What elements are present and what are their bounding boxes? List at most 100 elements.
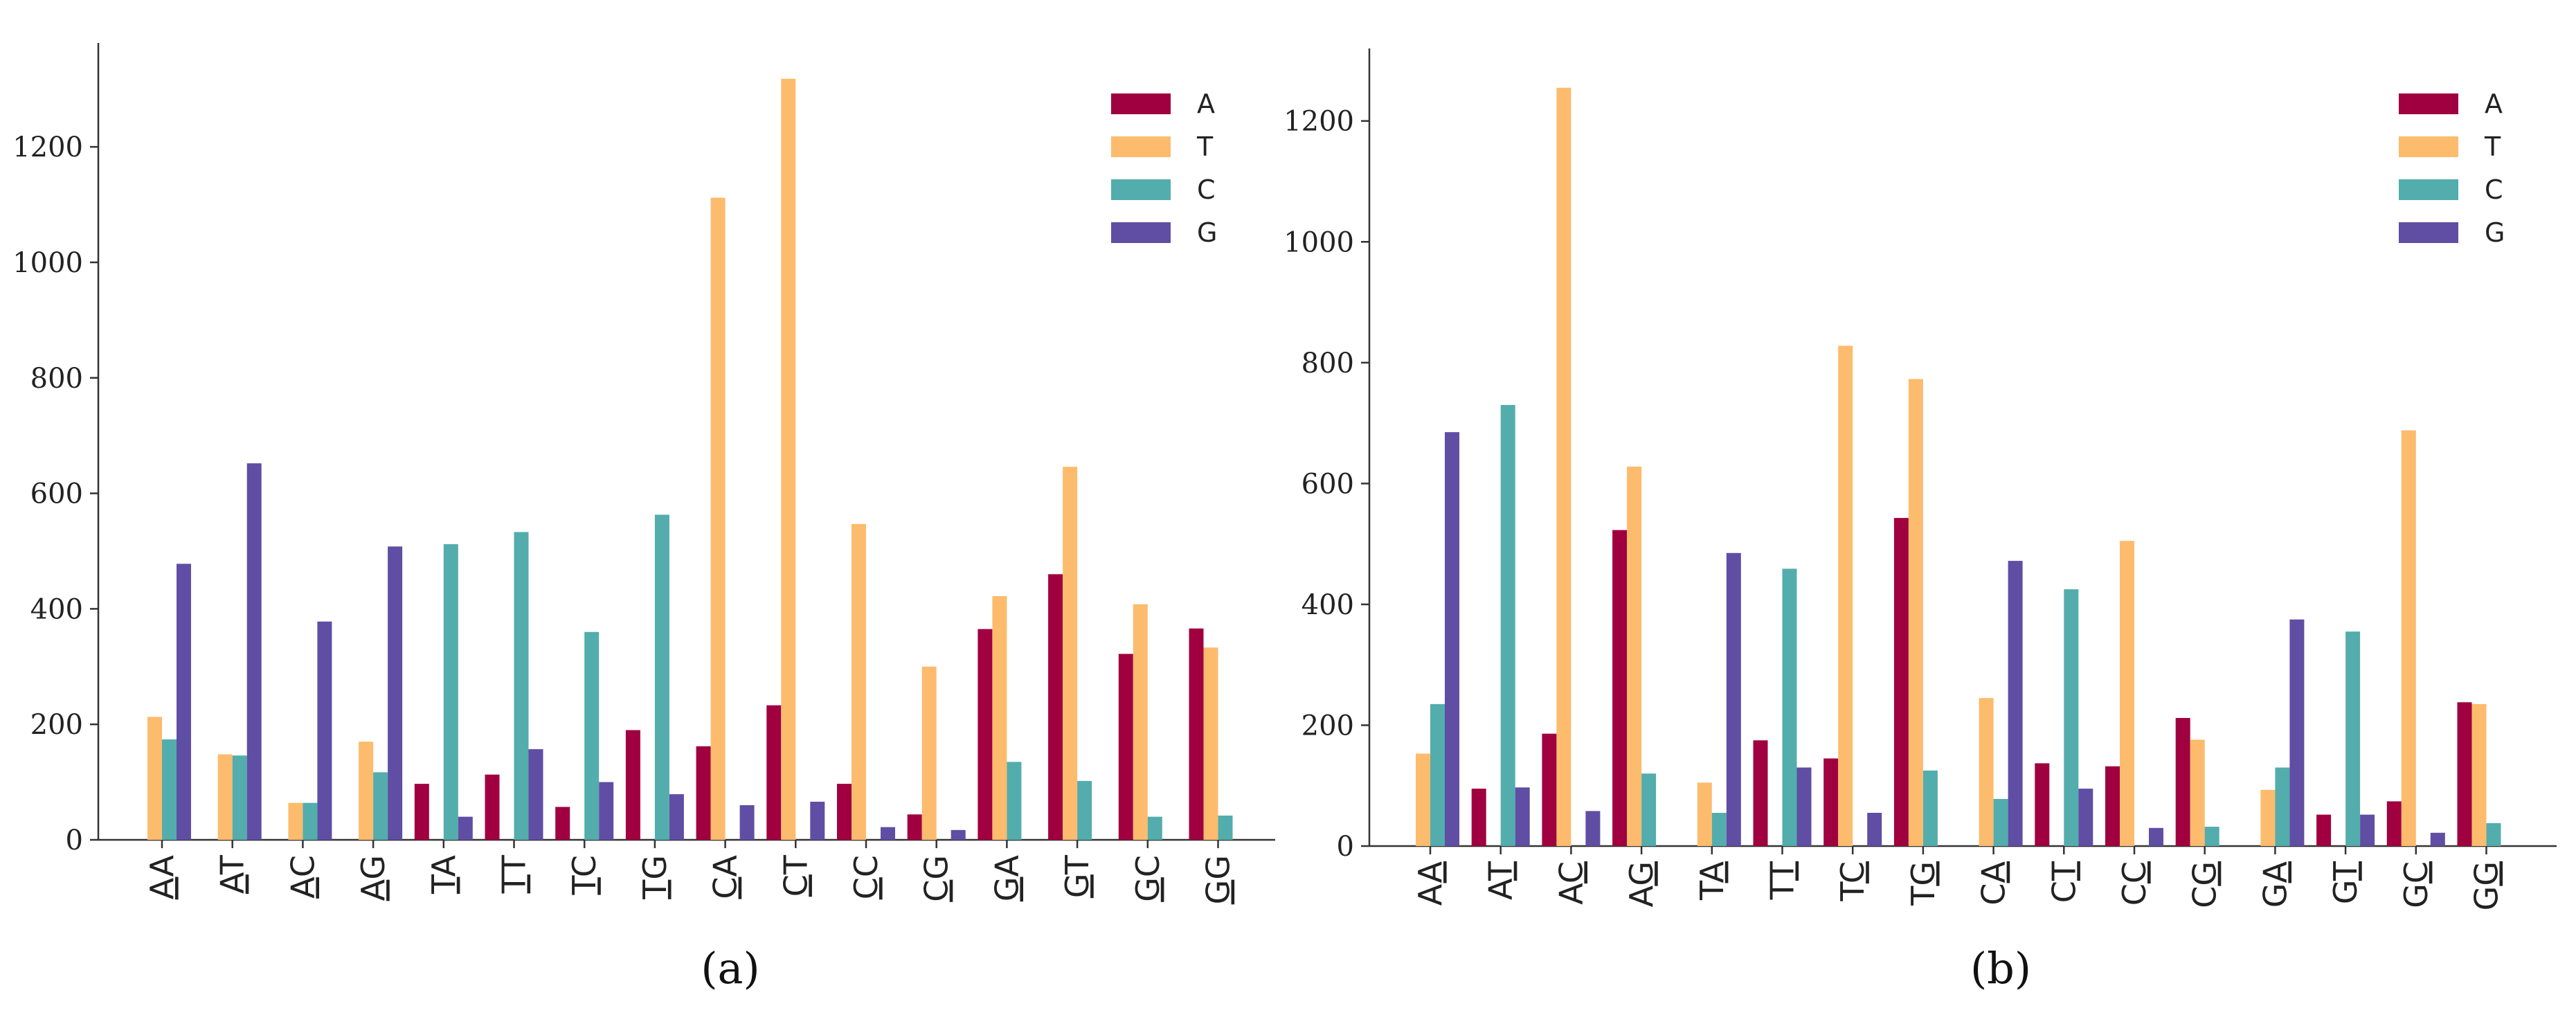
- x-tick-label-group: CC: [847, 855, 885, 899]
- bar-ac-t: [288, 802, 303, 840]
- bar-ga-t: [2260, 789, 2276, 846]
- x-tick-label-group: TC: [566, 855, 603, 896]
- y-tick-label: 0: [66, 825, 83, 856]
- x-tick-label-group: GA: [2256, 861, 2294, 908]
- y-tick-label: 400: [30, 593, 83, 625]
- legend-label-c: C: [2485, 174, 2503, 205]
- bar-ac-a: [1542, 733, 1557, 846]
- y-tick-label: 1000: [12, 247, 83, 279]
- bar-ct-a: [2035, 763, 2050, 846]
- bar-tg-a: [625, 730, 640, 840]
- x-tick-label-group: AA: [143, 854, 181, 899]
- bar-at-c: [232, 755, 247, 840]
- bar-at-g: [246, 463, 262, 840]
- bar-gt-c: [2345, 631, 2361, 846]
- bar-tt-c: [514, 532, 529, 840]
- x-tick-label-group: GC: [2397, 861, 2435, 908]
- bar-aa-g: [177, 564, 191, 840]
- y-tick-label: 600: [30, 478, 83, 510]
- bar-cg-c: [2204, 827, 2219, 846]
- x-tick-label: GA: [2256, 861, 2294, 908]
- x-tick-label: AT: [214, 854, 251, 894]
- bar-ga-g: [2289, 619, 2305, 846]
- bar-ag-g: [388, 546, 403, 840]
- bar-cg-a: [907, 814, 922, 840]
- bar-aa-t: [147, 717, 162, 840]
- legend-swatch-t: [2399, 136, 2458, 157]
- y-tick-label: 200: [1301, 710, 1354, 742]
- subfigure-caption: (a): [701, 943, 759, 994]
- x-tick-label-group: AT: [214, 854, 251, 894]
- x-tick-label: GG: [1200, 855, 1237, 904]
- legend-label-c: C: [1197, 174, 1216, 205]
- x-tick-label: GC: [1129, 855, 1167, 902]
- bar-cc-a: [837, 784, 852, 840]
- bar-cc-g: [2149, 827, 2163, 846]
- x-tick-label-group: TT: [1764, 861, 1801, 900]
- bar-aa-t: [1416, 753, 1430, 846]
- x-tick-label-group: GG: [2468, 861, 2505, 910]
- x-tick-label: GT: [2327, 861, 2364, 904]
- bar-gc-t: [2401, 430, 2416, 846]
- legend-label-t: T: [1196, 132, 1214, 162]
- y-tick-label: 1200: [1284, 106, 1354, 138]
- x-tick-label: TC: [566, 855, 603, 896]
- x-tick-label: CA: [707, 854, 744, 899]
- bar-cc-t: [852, 523, 866, 840]
- y-tick-label: 400: [1301, 589, 1354, 621]
- chart-panel-b: 020040060080010001200AAATACAGTATTTCTGCAC…: [1284, 48, 2557, 994]
- bar-ag-a: [1612, 530, 1628, 846]
- bar-at-c: [1500, 404, 1515, 846]
- bar-aa-c: [1430, 703, 1445, 846]
- x-tick-label: CG: [918, 855, 955, 902]
- bar-ta-c: [1711, 813, 1727, 846]
- bar-tg-c: [1922, 770, 1938, 846]
- y-tick-label: 600: [1301, 468, 1354, 500]
- bar-gc-a: [1118, 654, 1133, 840]
- bar-ct-a: [766, 705, 782, 840]
- x-tick-label-group: CG: [2186, 861, 2224, 908]
- bar-gg-c: [2486, 823, 2501, 846]
- x-tick-label: TC: [1834, 861, 1871, 902]
- bar-ta-g: [1726, 553, 1741, 846]
- bar-ac-g: [317, 621, 332, 840]
- x-tick-label-group: GT: [1059, 854, 1096, 898]
- x-tick-label-group: GA: [988, 854, 1025, 901]
- legend-label-a: A: [1197, 89, 1215, 119]
- bar-tg-g: [669, 794, 684, 840]
- bar-cg-a: [2175, 717, 2190, 846]
- y-tick-label: 1000: [1284, 226, 1354, 258]
- legend-swatch-g: [2399, 222, 2458, 243]
- x-tick-label-group: CT: [2045, 861, 2082, 903]
- x-tick-label: AA: [1412, 861, 1449, 906]
- bar-gt-t: [1063, 467, 1078, 840]
- bar-gt-a: [1048, 574, 1063, 840]
- bar-tg-t: [1908, 379, 1923, 846]
- bar-ac-c: [303, 802, 318, 840]
- x-tick-label-group: GC: [1129, 855, 1167, 902]
- bar-aa-c: [162, 739, 177, 840]
- legend-label-g: G: [1197, 217, 1217, 248]
- bar-gc-g: [2430, 832, 2445, 846]
- legend-label-t: T: [2484, 132, 2501, 162]
- bar-cg-g: [951, 829, 966, 840]
- bar-tc-a: [555, 807, 570, 840]
- legend-swatch-a: [1111, 93, 1171, 114]
- bar-ca-g: [739, 805, 755, 840]
- x-tick-label-group: TG: [636, 855, 674, 900]
- bar-ga-c: [1007, 762, 1022, 840]
- x-tick-label: TT: [1764, 861, 1801, 900]
- x-tick-label-group: AG: [1623, 861, 1660, 907]
- bar-ag-c: [1641, 773, 1657, 846]
- bar-ta-g: [458, 816, 473, 840]
- x-tick-label-group: CA: [1975, 861, 2012, 905]
- bar-tc-g: [599, 782, 614, 840]
- x-tick-label: TG: [1904, 861, 1942, 906]
- bar-gc-a: [2386, 801, 2402, 846]
- legend-swatch-a: [2399, 93, 2458, 114]
- bar-tt-g: [528, 749, 543, 840]
- x-tick-label: TA: [1693, 861, 1731, 901]
- x-tick-label: AC: [1552, 861, 1589, 905]
- bar-gc-t: [1133, 604, 1148, 840]
